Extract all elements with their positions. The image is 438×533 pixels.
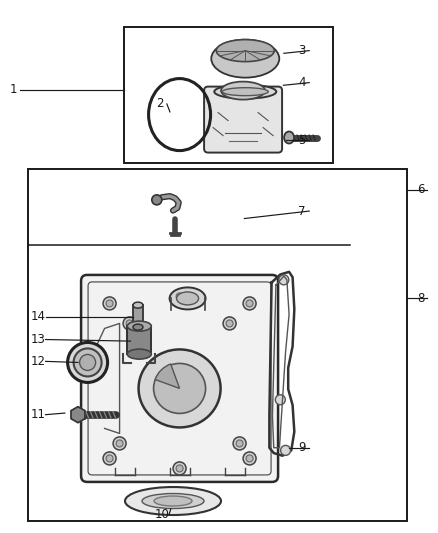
Circle shape — [67, 342, 108, 383]
Circle shape — [243, 297, 256, 310]
Circle shape — [276, 395, 285, 405]
Circle shape — [236, 440, 243, 447]
Text: 1: 1 — [9, 83, 17, 96]
Ellipse shape — [284, 132, 294, 143]
Wedge shape — [155, 364, 180, 389]
Circle shape — [173, 290, 186, 303]
Circle shape — [74, 349, 102, 376]
Ellipse shape — [133, 302, 143, 308]
Text: 7: 7 — [298, 205, 306, 217]
Bar — [28, 169, 407, 521]
Ellipse shape — [127, 349, 151, 359]
Circle shape — [113, 437, 126, 450]
Ellipse shape — [142, 494, 204, 508]
FancyBboxPatch shape — [81, 275, 278, 482]
Text: 11: 11 — [31, 408, 46, 421]
Text: 4: 4 — [298, 76, 306, 89]
Circle shape — [80, 354, 95, 370]
Ellipse shape — [170, 287, 205, 310]
Circle shape — [246, 300, 253, 307]
Circle shape — [279, 275, 289, 285]
Circle shape — [106, 300, 113, 307]
Circle shape — [126, 320, 133, 327]
Circle shape — [281, 446, 290, 455]
Ellipse shape — [154, 364, 205, 414]
Bar — [133, 305, 143, 327]
Circle shape — [152, 195, 162, 205]
Circle shape — [173, 462, 186, 475]
FancyBboxPatch shape — [204, 86, 282, 152]
Ellipse shape — [138, 350, 221, 427]
Ellipse shape — [154, 496, 192, 506]
Circle shape — [226, 320, 233, 327]
Polygon shape — [71, 407, 85, 423]
Text: 9: 9 — [298, 441, 306, 454]
Text: 12: 12 — [31, 355, 46, 368]
Ellipse shape — [125, 487, 221, 515]
Text: 6: 6 — [417, 183, 424, 196]
Text: 2: 2 — [156, 98, 164, 110]
Circle shape — [233, 437, 246, 450]
Text: 13: 13 — [31, 333, 46, 346]
Text: 14: 14 — [31, 310, 46, 323]
Ellipse shape — [177, 292, 198, 305]
Bar — [127, 326, 151, 354]
Bar — [124, 27, 333, 163]
Ellipse shape — [133, 324, 143, 330]
Text: 3: 3 — [299, 44, 306, 57]
Circle shape — [123, 317, 136, 330]
Circle shape — [103, 452, 116, 465]
Text: 8: 8 — [417, 292, 424, 305]
Ellipse shape — [222, 87, 268, 96]
Circle shape — [176, 293, 183, 300]
Circle shape — [106, 455, 113, 462]
Circle shape — [103, 297, 116, 310]
Ellipse shape — [214, 85, 276, 99]
Circle shape — [243, 452, 256, 465]
Ellipse shape — [211, 39, 279, 78]
Text: 5: 5 — [299, 134, 306, 147]
Ellipse shape — [221, 82, 265, 100]
Circle shape — [246, 455, 253, 462]
Ellipse shape — [216, 39, 274, 62]
Circle shape — [116, 440, 123, 447]
Circle shape — [176, 465, 183, 472]
Ellipse shape — [127, 321, 151, 331]
Circle shape — [223, 317, 236, 330]
Text: 10: 10 — [155, 508, 170, 521]
